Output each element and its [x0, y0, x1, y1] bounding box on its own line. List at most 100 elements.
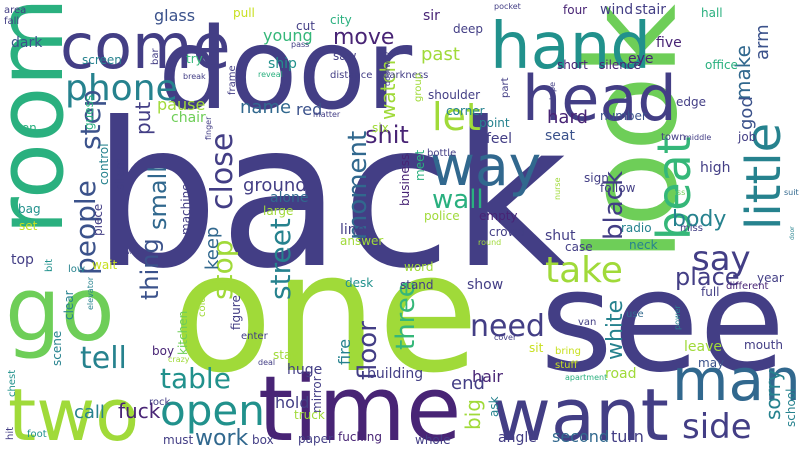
word-box-135: box: [252, 433, 274, 447]
word-break-167: break: [183, 72, 206, 81]
word-suit-192: suit: [784, 188, 799, 197]
word-door-2: door: [158, 5, 413, 135]
word-police-117: police: [424, 209, 460, 223]
word-angle-139: angle: [498, 430, 537, 446]
word-saw-94: saw: [333, 49, 357, 63]
word-hit-157: hit: [5, 427, 16, 440]
word-two-10: two: [8, 373, 139, 450]
word-dark-98: dark: [11, 35, 43, 51]
word-rock-160: rock: [149, 397, 171, 408]
word-frame-165: frame: [227, 65, 238, 95]
word-red-58: red: [296, 100, 322, 119]
word-silent-108: silent: [113, 157, 127, 190]
word-bit-182: bit: [44, 259, 55, 272]
word-fuck-47: fuck: [118, 399, 161, 423]
word-use-156: use: [626, 309, 644, 320]
word-office-75: office: [705, 58, 738, 72]
word-door-196: door: [789, 226, 796, 240]
word-take-18: take: [545, 250, 623, 291]
word-look-4: look: [561, 4, 705, 262]
word-crowd-119: crowd: [489, 225, 525, 239]
word-body-39: body: [672, 207, 726, 232]
word-beat-17: beat: [647, 136, 701, 240]
word-bottle-180: bottle: [427, 148, 456, 159]
word-cut-91: cut: [296, 19, 315, 33]
word-finger-175: finger: [204, 116, 213, 140]
word-pull-93: pull: [233, 6, 255, 20]
word-kitchen-106: kitchen: [176, 311, 190, 355]
word-room-5: room: [0, 0, 84, 235]
word-enter-151: enter: [241, 331, 269, 342]
word-back-0: back: [92, 80, 567, 313]
word-matter-174: matter: [313, 110, 341, 119]
word-show-129: show: [467, 277, 503, 293]
word-road-141: road: [605, 366, 636, 382]
word-go-9: go: [5, 258, 115, 361]
word-word-127: word: [404, 260, 434, 274]
word-screen-97: screen: [82, 53, 122, 67]
word-line-115: line: [340, 222, 365, 238]
word-side-24: side: [682, 407, 752, 447]
word-table-27: table: [160, 362, 231, 395]
word-try-96: try: [186, 52, 203, 66]
word-turn-68: turn: [611, 427, 644, 446]
word-move-51: move: [333, 25, 394, 50]
word-five-73: five: [656, 35, 682, 51]
word-scene-111: scene: [50, 331, 64, 366]
word-top-103: top: [11, 252, 34, 268]
word-city-92: city: [330, 13, 352, 27]
word-must-149: must: [163, 433, 194, 447]
word-chair-61: chair: [171, 110, 206, 126]
word-mirror-134: mirror: [310, 376, 324, 413]
word-job-80: job: [737, 130, 756, 144]
word-wind-69: wind: [600, 2, 633, 18]
word-empty-118: empty: [479, 209, 518, 223]
word-guess-100: guess: [82, 95, 96, 130]
word-eye-72: eye: [628, 51, 654, 67]
word-edge-78: edge: [676, 95, 706, 109]
word-town-172: town: [661, 132, 686, 143]
word-four-71: four: [563, 3, 587, 17]
word-neck-82: neck: [629, 238, 658, 252]
word-huge-132: huge: [287, 362, 322, 378]
word-arm-44: arm: [752, 24, 773, 60]
word-shoulder-88: shoulder: [428, 88, 480, 102]
word-put-37: put: [131, 102, 155, 135]
word-second-67: second: [552, 427, 609, 446]
word-call-48: call: [74, 402, 105, 423]
word-head-11: head: [522, 62, 677, 135]
word-clear-112: clear: [62, 290, 76, 320]
word-little-16: little: [736, 123, 792, 230]
word-young-56: young: [263, 26, 313, 45]
word-pass-166: pass: [291, 40, 309, 49]
word-big-65: big: [461, 399, 485, 430]
word-cold-185: cold: [197, 296, 208, 317]
word-glass-57: glass: [154, 6, 195, 25]
word-see-3: see: [540, 241, 785, 404]
word-leave-142: leave: [684, 339, 722, 355]
word-way-14: way: [430, 134, 541, 198]
word-watch-50: watch: [376, 60, 400, 120]
word-man-13: man: [672, 346, 800, 414]
word-short-77: short: [557, 58, 588, 72]
word-elevator-191: elevator: [86, 276, 95, 310]
word-high-79: high: [700, 160, 731, 176]
word-reveal-168: reveal: [258, 70, 283, 79]
word-thing-36: thing: [136, 238, 164, 300]
word-alone-114: alone: [270, 190, 309, 206]
word-large-113: large: [263, 204, 293, 218]
word-ass-193: ass: [672, 188, 685, 197]
word-sorry-45: sorry: [761, 369, 785, 420]
word-ground-55: ground: [243, 175, 307, 196]
word-different-148: different: [726, 281, 769, 292]
word-fall-162: fall: [4, 16, 19, 27]
word-six-179: six: [372, 121, 389, 135]
word-boy-105: boy: [152, 344, 174, 358]
word-control-110: control: [97, 143, 111, 185]
word-silence-76: silence: [599, 58, 641, 72]
word-figure-150: figure: [229, 295, 243, 330]
word-mouth-144: mouth: [744, 338, 783, 352]
word-tell-25: tell: [80, 341, 127, 376]
word-want-7: want: [492, 373, 669, 450]
word-stuff-153: stuff: [555, 360, 578, 371]
